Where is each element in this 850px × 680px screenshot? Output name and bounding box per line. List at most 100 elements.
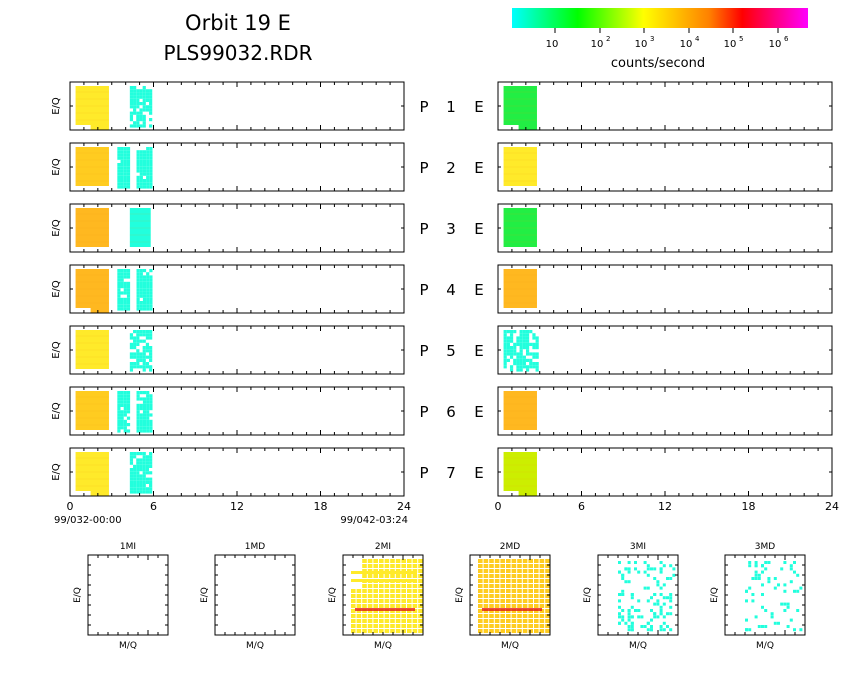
spectrogram-cell (117, 150, 121, 154)
spectrogram-cell (139, 333, 143, 337)
channel-row: E/Q P 4 E (51, 264, 833, 314)
spectrogram-cell (145, 471, 150, 475)
spectrogram-cell (117, 304, 121, 308)
mass-cell (478, 624, 483, 628)
mass-cell (373, 624, 378, 628)
mass-cell (390, 559, 395, 563)
spectrogram-cell (120, 291, 124, 295)
panel-ylabel: E/Q (51, 280, 62, 298)
spectrogram-cell (117, 426, 121, 430)
spectrogram-cell (145, 477, 150, 481)
mass-panel-xlabel: M/Q (629, 641, 647, 651)
spectrogram-cell (139, 275, 143, 279)
spectrogram-cell (146, 166, 150, 170)
spectrogram-cell (139, 179, 143, 183)
spectrogram-cell (126, 407, 131, 411)
mass-count (646, 564, 650, 568)
spectrogram-cell (522, 342, 526, 346)
spectrogram-cell (129, 336, 134, 340)
mass-cell (418, 564, 423, 568)
spectrogram-cell (123, 179, 127, 183)
mass-cell (401, 574, 406, 578)
x-tick-label: 0 (67, 500, 74, 513)
mass-cell (367, 589, 373, 593)
spectrogram-cell (142, 461, 146, 465)
panel-frame (497, 81, 833, 131)
mass-cell (412, 574, 418, 578)
mass-cell (351, 624, 356, 628)
spectrogram-cell (149, 159, 153, 163)
mass-cell (534, 604, 539, 608)
spectrogram-cell (136, 358, 140, 362)
mass-cell (506, 599, 511, 603)
spectrogram-cell (123, 272, 127, 276)
spectrogram-cell (123, 185, 127, 189)
mass-cell (528, 594, 533, 598)
mass-cell (506, 574, 511, 578)
spectrogram-cell (149, 92, 153, 96)
spectrogram-cell (133, 124, 137, 128)
mass-cell (379, 624, 384, 628)
spectrogram-cell (145, 349, 150, 353)
mass-cell (412, 614, 418, 618)
spectrogram-cell (525, 368, 530, 372)
mass-cell (362, 604, 367, 608)
spectrogram-cell (129, 452, 134, 456)
spectrogram-cell (139, 452, 143, 456)
spectrogram-cell (149, 163, 153, 167)
mass-cell (412, 599, 418, 603)
spectrogram-cell (149, 471, 153, 475)
mass-cell (395, 594, 401, 598)
mass-peak-band (482, 608, 542, 611)
mass-count (618, 570, 621, 574)
spectrogram-cell (136, 89, 140, 93)
mass-cell (395, 559, 401, 563)
spectrogram-cell (142, 285, 147, 289)
spectrogram-cell (149, 336, 153, 340)
mass-cell (367, 629, 373, 633)
spectrogram-cell (123, 394, 127, 398)
spectrogram-cell (133, 342, 137, 346)
panel-frame (497, 203, 833, 253)
spectrogram-cell (129, 95, 134, 99)
spectrogram-cell (139, 185, 143, 189)
mass-cell (517, 589, 522, 593)
mass-count (751, 593, 755, 596)
mass-count (669, 628, 673, 632)
spectrogram-cell (145, 490, 150, 494)
spectrogram-cell (120, 169, 124, 173)
mass-cell (545, 624, 550, 628)
spectrogram-cell (136, 118, 140, 122)
spectrogram-cell (532, 365, 536, 369)
spectrogram-cell (139, 330, 143, 334)
mass-cell (511, 559, 517, 563)
colorbar-tick-label: 10 (546, 39, 559, 50)
spectrogram-cell (126, 400, 131, 404)
spectrogram-cell (129, 461, 134, 465)
spectrogram-cell (123, 304, 127, 308)
mass-count (624, 621, 628, 625)
spectrogram-cell (133, 484, 137, 488)
spectrogram-cell (139, 490, 143, 494)
mass-count (786, 605, 790, 609)
spectrogram-cell (139, 285, 143, 289)
spectrogram-cell (123, 156, 127, 160)
mass-count (637, 609, 641, 612)
spectrogram-cell (117, 166, 121, 170)
mass-cell (390, 619, 395, 623)
spectrogram-cell (516, 362, 520, 366)
spectrogram-cell (136, 294, 140, 298)
spectrogram-cell (126, 291, 131, 295)
mass-count (669, 612, 673, 616)
spectrogram-cell (123, 159, 127, 163)
spectrogram-cell (529, 362, 533, 366)
mass-count (650, 628, 653, 632)
spectrogram-cell (136, 468, 140, 472)
spectrogram-cell (123, 301, 127, 305)
spectrogram-cell (142, 423, 147, 427)
spectrogram-cell (139, 419, 143, 423)
spectrogram-cell (117, 400, 121, 404)
mass-cell (401, 624, 406, 628)
spectrogram-cell (136, 423, 140, 427)
